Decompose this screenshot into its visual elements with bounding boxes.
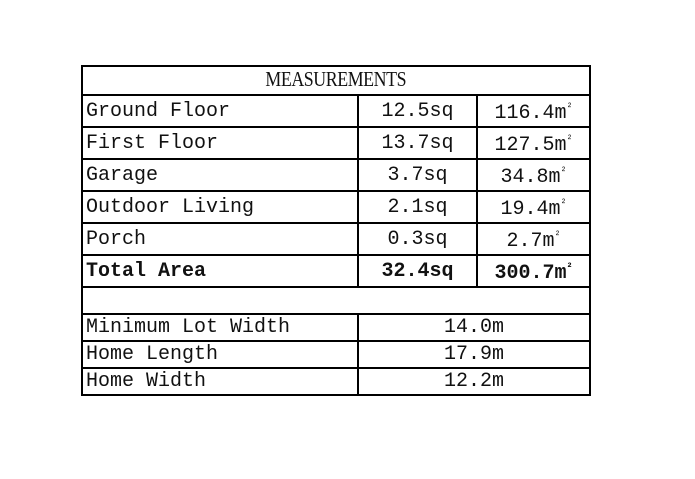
row-m2: 2.7m² [476,222,591,256]
row-m2: 300.7m² [476,254,591,288]
row-label: Outdoor Living [81,190,359,224]
row-sq: 13.7sq [357,126,478,160]
row-m2: 34.8m² [476,158,591,192]
table-row: First Floor 13.7sq 127.5m² [81,126,591,160]
measurements-table: MEASUREMENTS Ground Floor 12.5sq 116.4m²… [81,65,591,396]
row-value: 14.0m [357,313,591,342]
row-sq: 3.7sq [357,158,478,192]
table-header-row: MEASUREMENTS [81,65,591,96]
row-value: 12.2m [357,367,591,396]
row-label: First Floor [81,126,359,160]
row-label: Home Length [81,340,359,369]
row-m2: 127.5m² [476,126,591,160]
table-row: Outdoor Living 2.1sq 19.4m² [81,190,591,224]
row-sq: 2.1sq [357,190,478,224]
row-sq: 32.4sq [357,254,478,288]
row-sq: 0.3sq [357,222,478,256]
row-label: Total Area [81,254,359,288]
total-row: Total Area 32.4sq 300.7m² [81,254,591,288]
row-label: Ground Floor [81,94,359,128]
spacer-row [81,286,591,315]
table-row: Home Width 12.2m [81,367,591,396]
row-sq: 12.5sq [357,94,478,128]
row-m2: 19.4m² [476,190,591,224]
table-title: MEASUREMENTS [265,67,407,91]
row-m2: 116.4m² [476,94,591,128]
table-row: Garage 3.7sq 34.8m² [81,158,591,192]
table-row: Ground Floor 12.5sq 116.4m² [81,94,591,128]
table-row: Home Length 17.9m [81,340,591,369]
row-label: Home Width [81,367,359,396]
row-label: Porch [81,222,359,256]
table-row: Porch 0.3sq 2.7m² [81,222,591,256]
table-row: Minimum Lot Width 14.0m [81,313,591,342]
row-label: Garage [81,158,359,192]
row-label: Minimum Lot Width [81,313,359,342]
row-value: 17.9m [357,340,591,369]
